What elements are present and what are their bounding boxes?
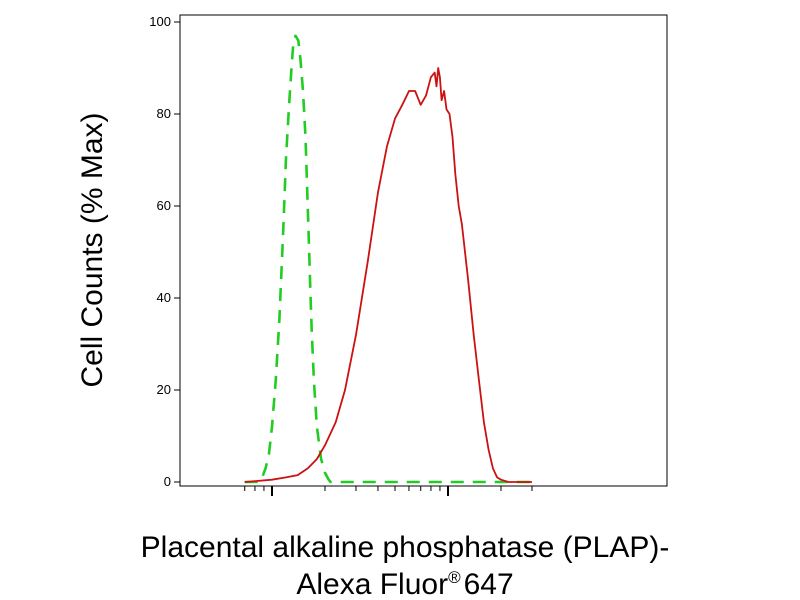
plot-frame [179, 14, 668, 487]
y-axis-title: Cell Counts (% Max) [76, 112, 109, 387]
plap-histogram-line [244, 67, 532, 483]
y-axis-ticks: 0 20 40 60 80 100 [149, 14, 180, 489]
x-axis-title-line2: Alexa Fluor® 647 [296, 568, 513, 600]
x-axis-ticks [244, 486, 533, 496]
y-tick-label: 40 [157, 290, 171, 305]
y-tick-label: 100 [149, 14, 171, 29]
control-histogram-line [244, 34, 532, 484]
y-tick-label: 80 [157, 106, 171, 121]
x-axis-title-line1: Placental alkaline phosphatase (PLAP)- [141, 531, 670, 564]
y-tick-label: 60 [157, 198, 171, 213]
series-layer [244, 34, 532, 484]
y-tick-label: 20 [157, 382, 171, 397]
x-axis-title-main: Alexa Fluor [296, 568, 448, 600]
x-axis-title-end: 647 [464, 568, 514, 600]
y-tick-label: 0 [164, 474, 171, 489]
registered-mark: ® [448, 568, 461, 587]
